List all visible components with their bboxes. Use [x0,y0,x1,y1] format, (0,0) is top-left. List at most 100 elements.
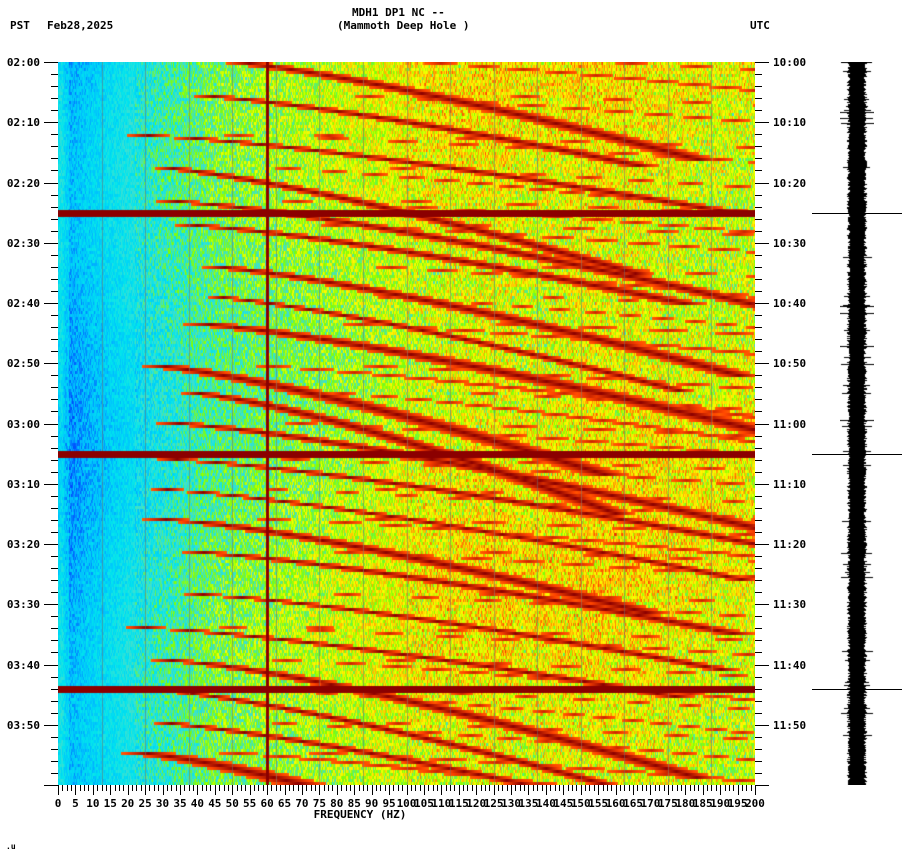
axis-minor-tick [166,785,168,791]
time-axis-utc: 10:00 10:10 10:20 10:30 10:40 10:50 11:00 11:10… [755,50,902,810]
axis-minor-tick [454,785,456,791]
axis-minor-tick [101,785,103,791]
axis-minor-tick [741,785,743,791]
axis-minor-tick [711,785,713,791]
axis-minor-tick [51,230,58,232]
trace-time-marker [812,689,902,690]
utc-time-label: 10:00 [773,56,807,69]
frequency-tick-label: 110 [431,797,452,810]
axis-minor-tick [755,290,762,292]
axis-minor-tick [227,785,229,791]
axis-minor-tick [345,785,347,791]
axis-minor-tick [619,785,621,791]
axis-minor-tick [306,785,308,791]
frequency-tick-label: 70 [295,797,309,810]
axis-minor-tick [641,785,643,791]
axis-minor-tick [572,785,574,791]
axis-minor-tick [755,278,762,280]
axis-major-tick [598,785,600,795]
frequency-tick-label: 30 [155,797,170,810]
frequency-tick-label: 90 [365,797,379,810]
pst-time-label: 02:10 [6,116,40,130]
axis-minor-tick [51,700,58,702]
frequency-tick-label: 190 [710,797,731,810]
axis-minor-tick [755,447,762,449]
axis-minor-tick [750,785,752,791]
axis-minor-tick [755,74,762,76]
trace-time-marker [812,454,902,455]
pst-time-label: 02:20 [6,176,40,190]
axis-minor-tick [502,785,504,791]
axis-minor-tick [602,785,604,791]
axis-minor-tick [136,785,138,791]
axis-minor-tick [497,785,499,791]
axis-major-tick [667,785,669,795]
axis-major-tick [755,122,769,124]
spectrogram-plot[interactable] [58,62,755,785]
axis-minor-tick [755,206,762,208]
axis-major-tick [720,785,722,795]
axis-minor-tick [624,785,626,791]
axis-minor-tick [140,785,142,791]
utc-time-label: 11:10 [773,477,807,491]
axis-minor-tick [376,785,377,791]
axis-minor-tick [724,785,726,791]
axis-minor-tick [676,785,678,791]
axis-minor-tick [755,315,762,317]
axis-minor-tick [755,351,762,353]
axis-minor-tick [79,785,81,791]
spectrogram-canvas [58,62,755,785]
axis-minor-tick [707,785,709,791]
axis-minor-tick [201,785,203,791]
axis-minor-tick [755,399,762,401]
axis-minor-tick [637,785,639,791]
axis-minor-tick [585,785,587,791]
axis-major-tick [737,785,739,795]
timezone-label-left: PST [10,19,30,32]
axis-major-tick [44,664,58,666]
axis-minor-tick [755,688,762,690]
axis-major-tick [197,785,199,795]
frequency-tick-label: 20 [121,797,135,810]
frequency-tick-label: 100 [396,797,417,810]
axis-minor-tick [755,760,762,762]
utc-time-label: 11:40 [773,658,807,672]
frequency-tick-label: 120 [466,797,487,810]
axis-major-tick [755,363,769,365]
axis-minor-tick [51,387,58,389]
frequency-tick-label: 105 [413,797,434,810]
axis-minor-tick [680,785,682,791]
axis-minor-tick [755,531,762,533]
utc-time-label: 10:40 [773,297,807,310]
frequency-tick-label: 155 [588,797,609,810]
axis-minor-tick [293,785,295,791]
axis-minor-tick [280,785,282,791]
axis-major-tick [650,785,652,795]
axis-major-tick [267,785,269,795]
axis-minor-tick [51,676,58,678]
axis-major-tick [371,785,373,795]
axis-major-tick [44,604,58,606]
axis-minor-tick [755,411,762,413]
time-axis-pst: 02:00 02:10 02:20 02:30 02:40 02:50 03:00 03:10… [0,50,58,810]
axis-minor-tick [436,785,438,791]
axis-minor-tick [755,158,762,160]
axis-minor-tick [288,785,290,791]
axis-major-tick [389,785,391,795]
axis-major-tick [319,785,321,795]
axis-minor-tick [51,315,58,317]
axis-minor-tick [51,290,58,292]
axis-minor-tick [51,146,58,148]
axis-minor-tick [755,98,762,100]
axis-minor-tick [51,327,58,329]
axis-minor-tick [51,74,58,76]
frequency-tick-label: 160 [605,797,626,810]
axis-minor-tick [755,495,762,497]
frequency-tick-label: 125 [483,797,504,810]
axis-major-tick [755,483,769,485]
axis-major-tick [755,664,769,666]
axis-minor-tick [114,785,116,791]
axis-minor-tick [611,785,613,791]
axis-minor-tick [755,254,762,256]
axis-minor-tick [297,785,299,791]
